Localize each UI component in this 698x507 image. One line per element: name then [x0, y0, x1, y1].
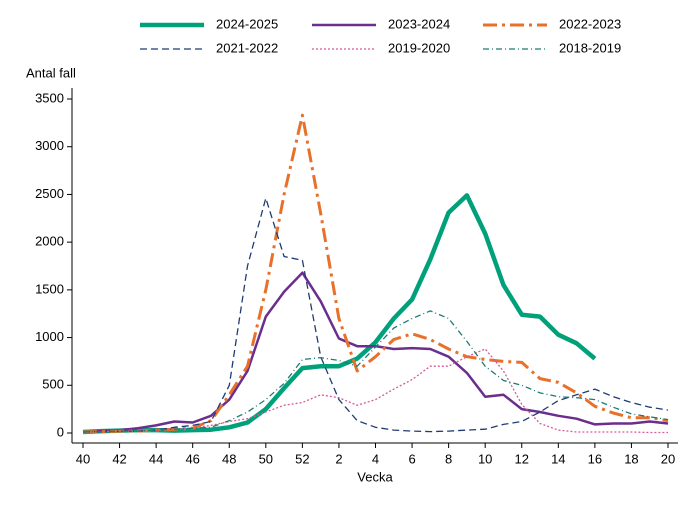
legend-label: 2019-2020 [388, 40, 450, 55]
x-tick-label: 14 [551, 451, 565, 466]
y-tick-label: 3500 [35, 90, 64, 105]
legend-label: 2023-2024 [388, 16, 450, 31]
series-line [82, 348, 668, 434]
x-tick-label: 52 [295, 451, 309, 466]
x-tick-label: 20 [661, 451, 675, 466]
x-tick-label: 4 [372, 451, 379, 466]
series-line [82, 310, 669, 433]
x-tick-label: 8 [445, 451, 452, 466]
x-tick-label: 42 [112, 451, 126, 466]
series-line [82, 113, 669, 434]
series-line [82, 197, 669, 433]
y-tick-label: 2000 [35, 234, 64, 249]
y-tick-label: 500 [42, 377, 64, 392]
legend-label: 2018-2019 [559, 40, 621, 55]
x-tick-label: 44 [149, 451, 163, 466]
x-tick-label: 2 [335, 451, 342, 466]
y-axis-label: Antal fall [26, 65, 76, 80]
y-tick-label: 3000 [35, 138, 64, 153]
x-axis-label: Vecka [357, 469, 393, 484]
y-tick-label: 0 [57, 424, 64, 439]
series-line [82, 271, 669, 434]
x-tick-label: 6 [408, 451, 415, 466]
y-tick-label: 1000 [35, 329, 64, 344]
legend-label: 2024-2025 [216, 16, 278, 31]
y-tick-label: 1500 [35, 281, 64, 296]
x-tick-label: 10 [478, 451, 492, 466]
y-tick-label: 2500 [35, 186, 64, 201]
x-tick-label: 46 [185, 451, 199, 466]
x-tick-label: 18 [624, 451, 638, 466]
legend-label: 2021-2022 [216, 40, 278, 55]
x-tick-label: 48 [222, 451, 236, 466]
x-tick-label: 16 [588, 451, 602, 466]
x-tick-label: 12 [515, 451, 529, 466]
x-tick-label: 50 [259, 451, 273, 466]
legend-label: 2022-2023 [559, 16, 621, 31]
x-tick-label: 40 [76, 451, 90, 466]
